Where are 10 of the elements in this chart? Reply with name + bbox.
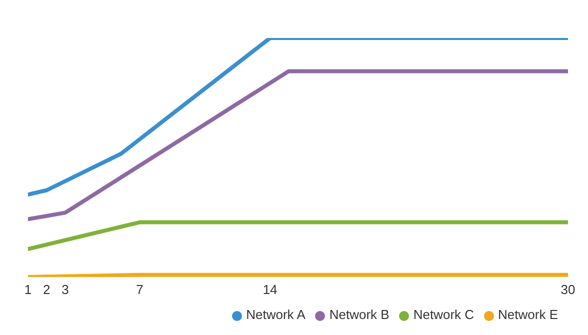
x-tick-label: 30 [560,282,576,298]
x-tick-label: 2 [43,282,50,298]
x-tick-label: 3 [62,282,69,298]
legend-label: Network A [246,307,306,322]
x-tick-label: 7 [136,282,144,298]
x-tick-label: 1 [24,282,32,298]
legend-label: Network C [413,307,474,322]
legend-label: Network E [498,307,558,322]
x-tick-label: 14 [262,282,278,298]
legend-label: Network B [329,307,390,322]
